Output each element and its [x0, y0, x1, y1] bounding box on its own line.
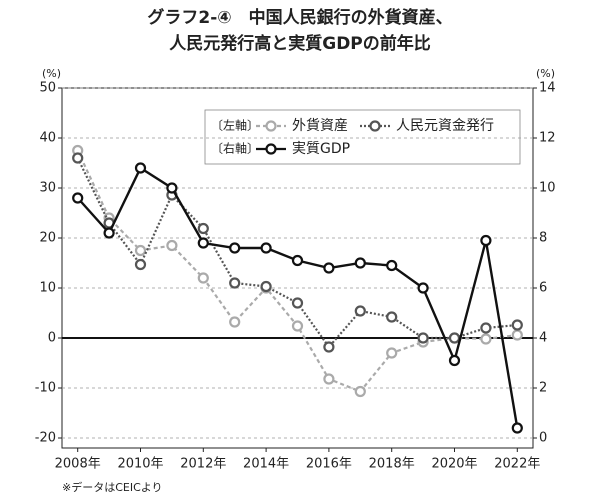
y-tick-label: 40 — [39, 131, 56, 146]
chart-title: グラフ2-④ 中国人民銀行の外貨資産、 — [147, 7, 452, 28]
data-point — [260, 242, 272, 254]
data-point — [291, 320, 304, 332]
x-tick-label: 2014年 — [243, 457, 289, 472]
data-point — [511, 422, 523, 434]
y2-unit: (%) — [536, 67, 555, 80]
y-unit: (%) — [42, 67, 61, 80]
y-tick-label: -10 — [35, 381, 56, 396]
legend-marker — [369, 120, 381, 132]
data-point — [386, 347, 398, 359]
data-point — [166, 239, 178, 252]
legend-marker — [265, 143, 277, 155]
x-tick-label: 2016年 — [306, 457, 352, 472]
x-tick-label: 2018年 — [369, 457, 415, 472]
data-point — [323, 262, 335, 274]
x-tick-label: 2010年 — [117, 457, 163, 472]
data-point — [197, 272, 209, 284]
data-point — [134, 244, 147, 257]
data-point — [386, 259, 398, 272]
legend-label: 人民元資金発行 — [396, 118, 494, 134]
legend-box — [204, 109, 521, 165]
y-tick-label: 10 — [39, 281, 56, 296]
data-point — [229, 316, 241, 328]
data-point — [103, 227, 115, 239]
x-tick-label: 2008年 — [55, 457, 101, 472]
data-point — [291, 254, 304, 267]
y-tick-label: 0 — [48, 331, 56, 346]
y2-tick-label: 12 — [539, 131, 556, 146]
data-point — [229, 277, 241, 289]
y2-tick-label: 10 — [539, 181, 556, 196]
data-point — [417, 282, 429, 294]
data-point — [511, 329, 523, 341]
data-point — [417, 332, 429, 344]
legend-group: 〔右軸〕 — [211, 141, 259, 156]
data-point — [354, 257, 366, 269]
chart-title: 人民元発行高と実質GDPの前年比 — [169, 33, 431, 54]
y-tick-label: -20 — [35, 431, 56, 446]
data-point — [480, 333, 492, 345]
data-point — [260, 280, 272, 293]
y2-tick-label: 8 — [539, 231, 547, 246]
data-point — [197, 222, 209, 235]
y2-tick-label: 4 — [539, 331, 547, 346]
data-point — [386, 311, 398, 323]
legend-label: 実質GDP — [292, 141, 350, 157]
y2-tick-label: 14 — [539, 81, 556, 96]
data-point — [448, 332, 461, 344]
legend-group: 〔左軸〕 — [211, 118, 259, 133]
x-tick-label: 2020年 — [431, 457, 477, 472]
data-point — [511, 319, 523, 331]
data-point — [354, 305, 366, 317]
data-point — [480, 234, 492, 247]
data-point — [354, 385, 366, 398]
y2-tick-label: 2 — [539, 381, 547, 396]
data-point — [323, 373, 335, 385]
y2-tick-label: 0 — [539, 431, 547, 446]
y-tick-label: 50 — [39, 81, 56, 96]
data-point — [134, 258, 147, 271]
data-point — [323, 341, 335, 353]
data-point — [480, 322, 492, 334]
x-tick-label: 2022年 — [494, 457, 540, 472]
data-point — [134, 162, 147, 174]
data-point — [166, 182, 178, 194]
y-tick-label: 20 — [39, 231, 56, 246]
data-point — [448, 354, 461, 367]
legend-label: 外貨資産 — [292, 117, 348, 134]
data-point — [291, 297, 304, 309]
y-tick-label: 30 — [39, 181, 56, 196]
data-point — [229, 242, 241, 254]
data-point — [72, 192, 84, 204]
y2-tick-label: 6 — [539, 281, 547, 296]
data-point — [72, 152, 84, 164]
data-point — [197, 237, 209, 249]
legend-marker — [265, 120, 277, 132]
source-note: ※データはCEICより — [62, 480, 163, 494]
x-tick-label: 2012年 — [180, 457, 226, 472]
